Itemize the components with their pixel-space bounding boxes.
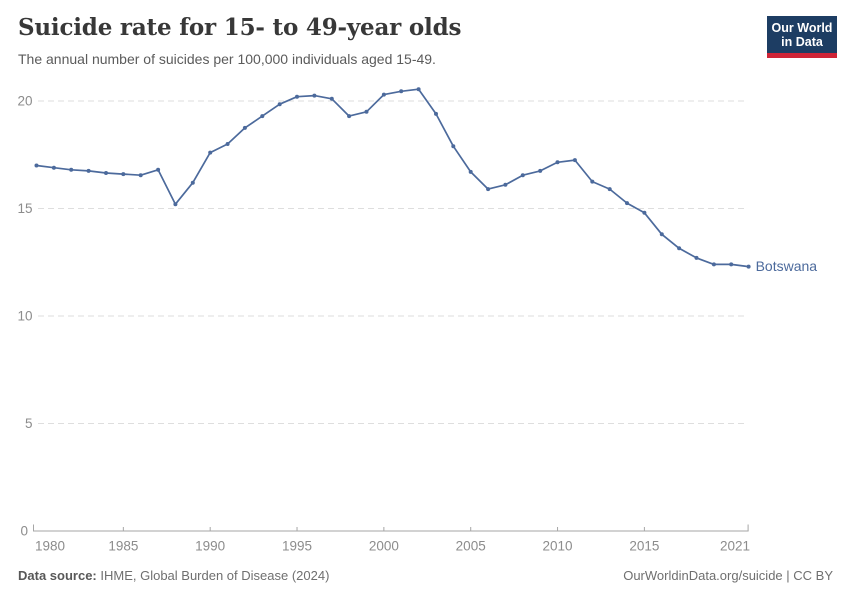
y-tick-label: 0 bbox=[20, 524, 28, 539]
data-point bbox=[34, 163, 39, 168]
data-point bbox=[434, 111, 438, 116]
data-point bbox=[486, 187, 491, 192]
owid-logo[interactable]: Our World in Data bbox=[767, 16, 837, 58]
owid-logo-line1: Our World bbox=[771, 21, 833, 35]
data-point bbox=[347, 114, 352, 119]
data-point bbox=[625, 201, 629, 206]
data-point bbox=[468, 169, 473, 174]
data-point bbox=[381, 92, 386, 97]
data-point bbox=[364, 109, 369, 114]
chart-subtitle: The annual number of suicides per 100,00… bbox=[18, 51, 436, 67]
x-tick-label: 1990 bbox=[195, 539, 225, 554]
x-tick-label: 2015 bbox=[629, 539, 659, 554]
data-point bbox=[555, 160, 560, 165]
data-point bbox=[399, 89, 404, 94]
data-point bbox=[260, 114, 265, 119]
x-tick-label: 1985 bbox=[108, 539, 138, 554]
data-point bbox=[190, 180, 195, 185]
data-point bbox=[69, 167, 74, 172]
data-point bbox=[208, 150, 213, 155]
data-point bbox=[659, 232, 664, 237]
y-tick-label: 20 bbox=[17, 94, 32, 109]
data-point bbox=[51, 165, 56, 170]
data-point bbox=[277, 102, 282, 107]
data-point bbox=[590, 179, 595, 184]
y-tick-label: 5 bbox=[25, 416, 33, 431]
y-tick-label: 10 bbox=[17, 309, 32, 324]
x-tick-label: 2005 bbox=[456, 539, 486, 554]
data-point bbox=[329, 96, 334, 101]
data-point bbox=[729, 262, 734, 267]
data-point bbox=[312, 93, 317, 98]
data-point bbox=[86, 168, 91, 173]
data-point bbox=[451, 144, 456, 149]
data-point bbox=[694, 255, 699, 260]
line-series bbox=[35, 88, 750, 268]
data-source-value: IHME, Global Burden of Disease (2024) bbox=[96, 568, 330, 583]
data-point bbox=[121, 172, 126, 177]
data-source-label: Data source: bbox=[18, 568, 97, 583]
data-point bbox=[242, 125, 247, 130]
x-tick-label: 2010 bbox=[543, 539, 573, 554]
y-tick-label: 15 bbox=[17, 201, 32, 216]
x-tick-label: 1995 bbox=[282, 539, 312, 554]
data-point bbox=[416, 87, 421, 92]
credit-link[interactable]: OurWorldinData.org/suicide | CC BY bbox=[623, 568, 833, 583]
data-point bbox=[677, 246, 682, 251]
data-point bbox=[173, 202, 178, 207]
data-point bbox=[572, 158, 577, 163]
data-point bbox=[225, 142, 230, 146]
data-point bbox=[295, 94, 299, 99]
data-point bbox=[503, 182, 508, 187]
data-point bbox=[746, 264, 751, 269]
chart-title: Suicide rate for 15- to 49-year olds bbox=[18, 14, 462, 41]
data-point bbox=[520, 173, 525, 178]
data-point bbox=[607, 187, 612, 192]
data-point bbox=[538, 168, 543, 173]
data-point bbox=[642, 210, 647, 215]
entity-label: Botswana bbox=[756, 258, 818, 274]
owid-logo-line2: in Data bbox=[781, 35, 823, 49]
x-tick-label: 1980 bbox=[35, 539, 65, 554]
data-point bbox=[156, 167, 161, 172]
data-point bbox=[104, 171, 108, 175]
x-tick-label: 2021 bbox=[720, 539, 750, 554]
data-point bbox=[711, 262, 716, 267]
data-source-note[interactable]: Data source: IHME, Global Burden of Dise… bbox=[18, 568, 329, 583]
data-point bbox=[138, 173, 143, 178]
x-tick-label: 2000 bbox=[369, 539, 399, 554]
